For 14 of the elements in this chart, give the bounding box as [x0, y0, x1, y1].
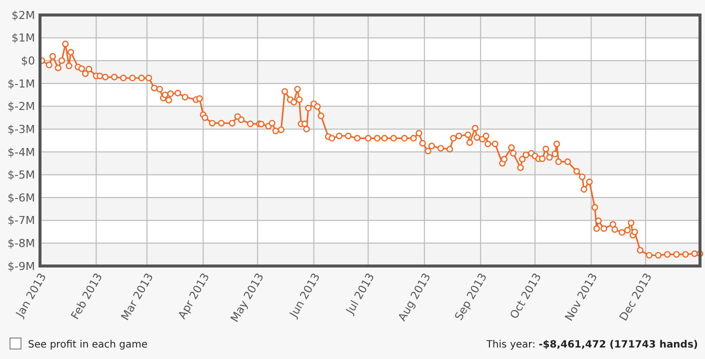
y-tick-label: $-4M [8, 146, 35, 159]
text: This year: -$8,461,472 (171743 hands) [485, 340, 698, 350]
y-tick-label: $1M [12, 32, 35, 45]
y-tick-label: $-9M [8, 260, 35, 273]
y-tick-label: $-7M [8, 214, 35, 228]
y-tick-label: $-6M [8, 191, 35, 204]
y-tick-label: $0 [21, 54, 35, 68]
y-tick-label: $-1M [8, 77, 35, 90]
y-tick-label: $-2M [8, 100, 35, 114]
y-tick-label: $-3M [8, 122, 35, 136]
text: See profit in each game [28, 340, 148, 350]
y-tick-label: $-8M [8, 237, 35, 250]
y-tick-label: $2M [12, 8, 35, 22]
y-tick-label: $-5M [8, 168, 35, 182]
